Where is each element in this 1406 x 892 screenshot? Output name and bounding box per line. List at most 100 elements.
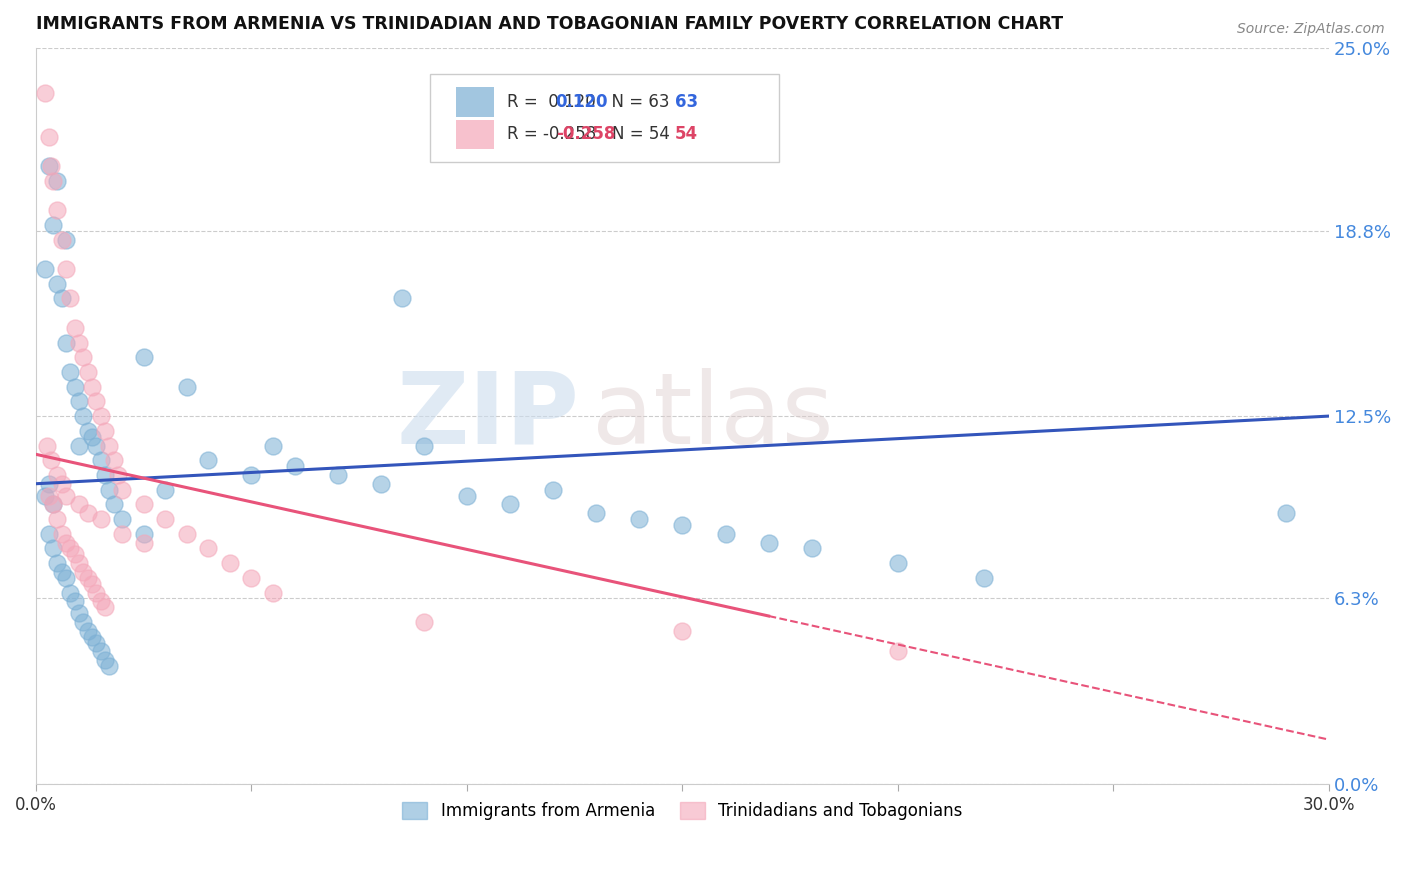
Point — [111, 512, 134, 526]
Point — [51, 565, 73, 579]
Point — [391, 292, 413, 306]
Point — [176, 526, 198, 541]
Point — [218, 556, 240, 570]
Point — [59, 585, 82, 599]
Point — [240, 571, 263, 585]
Point — [72, 409, 94, 423]
Point — [90, 453, 112, 467]
Point — [111, 483, 134, 497]
FancyBboxPatch shape — [456, 87, 494, 117]
Point — [34, 262, 56, 277]
Point — [499, 497, 522, 511]
Text: 63: 63 — [675, 93, 697, 112]
Text: 0.120: 0.120 — [555, 93, 609, 112]
Point — [541, 483, 564, 497]
Point — [94, 424, 117, 438]
Point — [35, 438, 58, 452]
Point — [585, 506, 607, 520]
Point — [103, 453, 125, 467]
Point — [671, 624, 693, 638]
Point — [155, 483, 177, 497]
Text: atlas: atlas — [592, 368, 834, 465]
Point — [132, 526, 155, 541]
Point — [59, 365, 82, 379]
Point — [67, 438, 90, 452]
Point — [63, 321, 86, 335]
Point — [51, 526, 73, 541]
Point — [98, 483, 121, 497]
Text: 54: 54 — [675, 126, 697, 144]
Point — [90, 512, 112, 526]
Point — [42, 541, 65, 556]
Point — [90, 594, 112, 608]
Point — [55, 335, 77, 350]
Point — [46, 467, 69, 482]
Point — [76, 571, 98, 585]
Point — [132, 351, 155, 365]
Point — [90, 644, 112, 658]
Point — [262, 438, 284, 452]
Point — [94, 467, 117, 482]
Point — [46, 556, 69, 570]
Point — [107, 467, 129, 482]
Point — [72, 351, 94, 365]
FancyBboxPatch shape — [456, 120, 494, 149]
Point — [887, 644, 910, 658]
Point — [90, 409, 112, 423]
Point — [63, 547, 86, 561]
Point — [55, 571, 77, 585]
Point — [84, 394, 107, 409]
Point — [46, 203, 69, 218]
Point — [72, 565, 94, 579]
Point — [42, 497, 65, 511]
Point — [39, 453, 62, 467]
Point — [84, 635, 107, 649]
Point — [42, 174, 65, 188]
Point — [67, 335, 90, 350]
Point — [197, 541, 219, 556]
Legend: Immigrants from Armenia, Trinidadians and Tobagonians: Immigrants from Armenia, Trinidadians an… — [395, 796, 969, 827]
Point — [671, 517, 693, 532]
Point — [67, 556, 90, 570]
Point — [628, 512, 651, 526]
Point — [34, 488, 56, 502]
Point — [67, 606, 90, 620]
Point — [197, 453, 219, 467]
Point — [155, 512, 177, 526]
Point — [38, 488, 60, 502]
Text: ZIP: ZIP — [396, 368, 579, 465]
Point — [38, 159, 60, 173]
Point — [80, 576, 103, 591]
Point — [63, 594, 86, 608]
Point — [758, 535, 780, 549]
Point — [84, 585, 107, 599]
Point — [412, 615, 434, 629]
Point — [887, 556, 910, 570]
Point — [51, 233, 73, 247]
Point — [80, 430, 103, 444]
Point — [132, 497, 155, 511]
Point — [103, 497, 125, 511]
Point — [59, 541, 82, 556]
Point — [326, 467, 349, 482]
Point — [283, 459, 305, 474]
Point — [67, 394, 90, 409]
Point — [55, 535, 77, 549]
Point — [714, 526, 737, 541]
Point — [370, 476, 392, 491]
Point — [80, 379, 103, 393]
Point — [51, 292, 73, 306]
Point — [76, 365, 98, 379]
Point — [94, 600, 117, 615]
Point — [111, 526, 134, 541]
Text: IMMIGRANTS FROM ARMENIA VS TRINIDADIAN AND TOBAGONIAN FAMILY POVERTY CORRELATION: IMMIGRANTS FROM ARMENIA VS TRINIDADIAN A… — [37, 15, 1063, 33]
Point — [42, 218, 65, 232]
Point — [76, 424, 98, 438]
Text: Source: ZipAtlas.com: Source: ZipAtlas.com — [1237, 22, 1385, 37]
Point — [262, 585, 284, 599]
Point — [38, 476, 60, 491]
Point — [240, 467, 263, 482]
Point — [1275, 506, 1298, 520]
Point — [76, 506, 98, 520]
Point — [176, 379, 198, 393]
